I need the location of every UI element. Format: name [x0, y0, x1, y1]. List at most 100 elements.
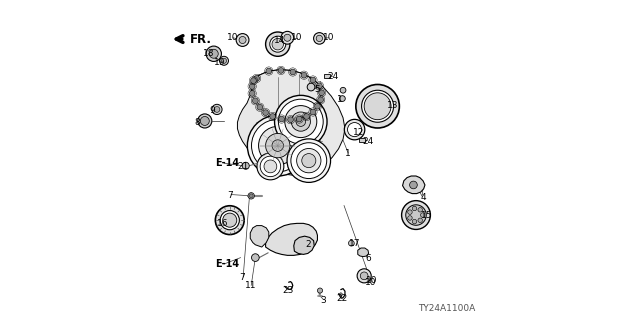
Circle shape	[266, 68, 272, 74]
Circle shape	[360, 272, 368, 280]
Text: 10: 10	[291, 33, 303, 42]
Circle shape	[339, 96, 346, 101]
Circle shape	[259, 126, 297, 165]
Circle shape	[247, 115, 308, 176]
Circle shape	[266, 133, 290, 158]
Circle shape	[249, 91, 255, 96]
Circle shape	[307, 83, 315, 91]
Text: 3: 3	[321, 296, 326, 305]
Polygon shape	[266, 223, 317, 255]
Circle shape	[410, 181, 417, 189]
Text: 10: 10	[366, 276, 378, 285]
Text: 9: 9	[209, 106, 215, 115]
Polygon shape	[250, 226, 269, 247]
Circle shape	[270, 36, 285, 52]
Polygon shape	[294, 236, 314, 254]
Circle shape	[250, 194, 253, 198]
Circle shape	[412, 206, 417, 211]
Circle shape	[264, 160, 276, 173]
Circle shape	[278, 68, 284, 73]
Circle shape	[317, 288, 323, 293]
Text: 10: 10	[365, 278, 377, 287]
Text: 1: 1	[337, 95, 342, 104]
Circle shape	[406, 205, 426, 225]
Text: 16: 16	[217, 219, 228, 228]
Polygon shape	[251, 70, 322, 119]
Text: 19: 19	[214, 58, 225, 67]
Text: 17: 17	[349, 239, 360, 248]
Text: E-14: E-14	[215, 158, 239, 168]
Text: 21: 21	[237, 162, 249, 171]
Circle shape	[239, 36, 246, 44]
Text: 24: 24	[362, 137, 374, 146]
Text: 13: 13	[387, 101, 399, 110]
Bar	[359, 138, 365, 142]
Circle shape	[408, 216, 412, 220]
Text: 18: 18	[204, 49, 214, 58]
Text: 11: 11	[246, 281, 257, 290]
Circle shape	[418, 208, 422, 212]
Text: 4: 4	[420, 193, 426, 202]
Circle shape	[220, 56, 228, 65]
Circle shape	[310, 109, 316, 115]
Circle shape	[236, 34, 249, 46]
Text: 2: 2	[305, 240, 310, 249]
Circle shape	[242, 162, 250, 169]
Text: 8: 8	[195, 118, 200, 127]
Circle shape	[287, 139, 331, 182]
Circle shape	[263, 110, 269, 116]
Circle shape	[418, 218, 422, 222]
Circle shape	[348, 123, 362, 137]
Text: 7: 7	[240, 273, 245, 282]
Circle shape	[221, 58, 227, 63]
Polygon shape	[237, 70, 345, 175]
Circle shape	[275, 95, 327, 148]
Circle shape	[317, 83, 323, 89]
Text: 22: 22	[336, 294, 348, 303]
Circle shape	[260, 156, 280, 177]
Circle shape	[310, 77, 316, 83]
Polygon shape	[403, 176, 425, 194]
Circle shape	[304, 114, 310, 119]
Text: 15: 15	[422, 211, 433, 220]
Circle shape	[253, 76, 260, 81]
Circle shape	[402, 201, 431, 229]
Text: 10: 10	[227, 33, 238, 42]
Circle shape	[223, 213, 237, 227]
Circle shape	[257, 104, 263, 110]
Circle shape	[214, 107, 220, 112]
Circle shape	[408, 210, 412, 214]
Circle shape	[349, 240, 355, 246]
Circle shape	[356, 84, 399, 128]
Text: TY24A1100A: TY24A1100A	[418, 304, 475, 313]
Circle shape	[315, 103, 321, 109]
Circle shape	[212, 104, 222, 115]
Circle shape	[301, 72, 307, 78]
Text: 12: 12	[353, 128, 364, 137]
Text: 5: 5	[315, 85, 320, 94]
Circle shape	[316, 35, 323, 42]
Circle shape	[200, 116, 209, 125]
Circle shape	[296, 116, 302, 122]
Circle shape	[257, 153, 284, 180]
Circle shape	[339, 293, 342, 296]
Circle shape	[281, 31, 294, 44]
Text: 7: 7	[228, 191, 233, 200]
Circle shape	[278, 99, 323, 144]
Circle shape	[251, 78, 256, 84]
Text: FR.: FR.	[189, 33, 212, 45]
Circle shape	[297, 148, 321, 173]
Circle shape	[340, 87, 346, 93]
Text: 6: 6	[365, 254, 371, 263]
Circle shape	[253, 98, 259, 104]
Circle shape	[272, 38, 284, 50]
Circle shape	[285, 106, 317, 138]
Text: 14: 14	[275, 36, 285, 45]
Circle shape	[314, 33, 325, 44]
Circle shape	[252, 254, 259, 261]
Circle shape	[215, 206, 244, 235]
Circle shape	[206, 46, 221, 61]
Circle shape	[266, 32, 290, 56]
Text: E-14: E-14	[215, 259, 239, 269]
Text: 24: 24	[327, 72, 339, 81]
